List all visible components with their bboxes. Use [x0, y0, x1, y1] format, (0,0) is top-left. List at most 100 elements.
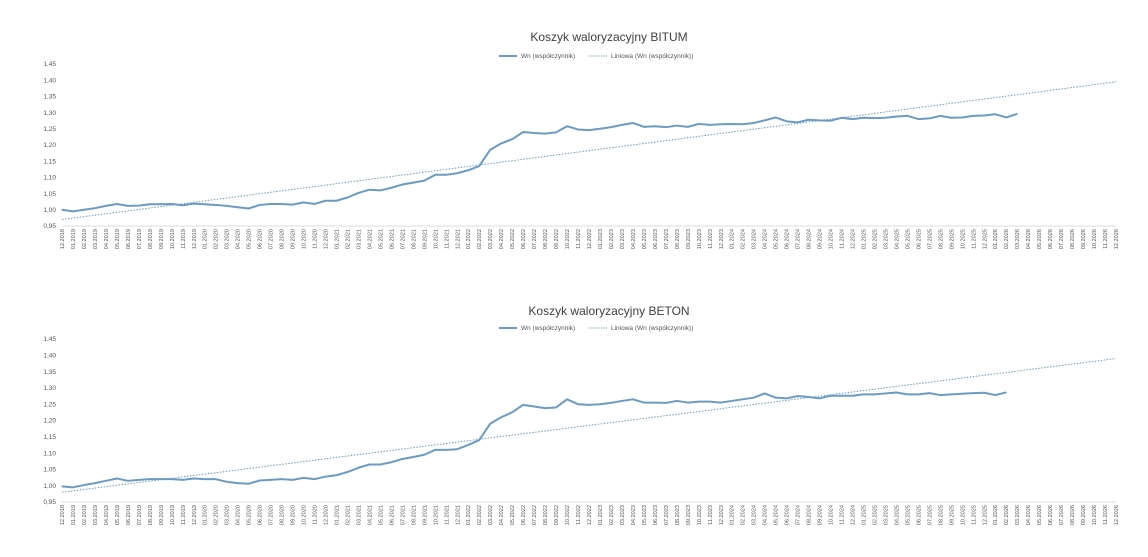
x-tick-label: 12.2018 — [60, 229, 66, 249]
series-point — [851, 118, 854, 120]
x-tick-label: 11.2019 — [181, 229, 187, 249]
series-point — [467, 169, 469, 171]
x-tick-label: 06.2020 — [258, 229, 264, 249]
x-tick-label: 09.2019 — [159, 505, 165, 525]
legend-trend-label: Liniowa (Wn (współczynnik)) — [611, 325, 693, 332]
x-tick-label: 04.2026 — [1026, 505, 1032, 525]
x-tick-label: 04.2021 — [367, 229, 373, 249]
x-tick-label: 11.2023 — [708, 505, 714, 525]
series-point — [379, 463, 381, 466]
x-tick-label: 07.2019 — [137, 229, 143, 249]
y-tick-label: 1,10 — [43, 175, 56, 182]
series-point — [423, 180, 425, 182]
x-tick-label: 12.2020 — [324, 505, 330, 525]
x-tick-label: 10.2019 — [170, 229, 176, 249]
series-point — [961, 393, 963, 395]
series-point — [720, 401, 722, 404]
x-tick-label: 01.2020 — [203, 505, 209, 525]
series-point — [895, 115, 898, 118]
series-point — [775, 116, 777, 119]
series-point — [720, 123, 722, 125]
series-point — [500, 142, 502, 144]
x-tick-label: 04.2026 — [1026, 229, 1032, 249]
series-point — [412, 456, 414, 458]
x-tick-label: 08.2023 — [675, 229, 681, 249]
series-point — [171, 203, 173, 205]
x-tick-label: 03.2019 — [93, 505, 99, 525]
x-tick-label: 05.2021 — [378, 505, 384, 525]
y-tick-label: 1,45 — [43, 61, 56, 68]
trend-line — [61, 81, 1117, 221]
series-point — [610, 402, 612, 404]
series-point — [445, 174, 447, 176]
x-tick-label: 12.2026 — [1114, 229, 1120, 249]
x-tick-label: 05.2022 — [510, 505, 516, 525]
series-point — [555, 406, 557, 409]
x-tick-label: 10.2024 — [829, 505, 835, 525]
x-tick-label: 09.2020 — [291, 229, 297, 249]
y-tick-label: 1,30 — [43, 110, 56, 117]
series-point — [72, 210, 74, 213]
x-tick-label: 11.2026 — [1103, 229, 1109, 249]
series-point — [160, 203, 162, 205]
legend: Wn (współczynnik) Liniowa (Wn (współczynn… — [499, 325, 693, 332]
series-point — [764, 119, 766, 121]
series-point — [127, 480, 129, 482]
series-point — [423, 454, 425, 456]
series-point — [489, 149, 491, 151]
x-tick-label: 03.2026 — [1015, 229, 1021, 249]
series-point — [643, 126, 645, 128]
x-tick-label: 06.2026 — [1048, 505, 1054, 525]
x-tick-label: 08.2021 — [411, 505, 417, 525]
series-point — [917, 118, 919, 120]
x-tick-label: 06.2022 — [521, 229, 527, 249]
x-tick-label: 09.2022 — [554, 505, 560, 525]
series-point — [687, 126, 689, 128]
x-tick-label: 09.2023 — [686, 229, 692, 249]
x-tick-label: 11.2021 — [444, 505, 450, 525]
x-tick-label: 10.2023 — [697, 505, 703, 525]
series-point — [786, 120, 788, 122]
x-tick-label: 05.2026 — [1037, 505, 1043, 525]
x-tick-label: 02.2025 — [872, 505, 878, 525]
series-point — [906, 115, 908, 117]
series-point — [807, 119, 810, 121]
chart-title: Koszyk waloryzacyjny BETON — [528, 304, 689, 318]
x-tick-label: 10.2023 — [697, 229, 703, 249]
series-point — [786, 397, 788, 399]
x-tick-label: 07.2022 — [532, 229, 538, 249]
series-point — [643, 401, 645, 404]
x-tick-label: 05.2019 — [115, 505, 121, 525]
x-tick-label: 08.2025 — [938, 229, 944, 249]
series-point — [840, 117, 843, 119]
series-point — [313, 478, 316, 480]
series-point — [105, 480, 107, 482]
x-tick-label: 03.2023 — [620, 229, 626, 249]
x-tick-label: 03.2022 — [488, 229, 494, 249]
x-tick-label: 02.2019 — [82, 229, 88, 249]
legend: Wn (współczynnik) Liniowa (Wn (współczynn… — [499, 53, 693, 60]
series-point — [511, 138, 513, 140]
series-point — [138, 204, 140, 207]
y-tick-label: 1,20 — [43, 418, 56, 425]
series-point — [972, 392, 974, 394]
series-point — [632, 398, 634, 400]
x-tick-label: 12.2022 — [587, 229, 593, 249]
series-point — [313, 203, 316, 205]
series-point — [291, 204, 294, 206]
series-point — [94, 207, 96, 209]
series-point — [302, 201, 305, 203]
series-point — [226, 205, 228, 207]
x-tick-label: 08.2020 — [280, 229, 286, 249]
x-tick-label: 08.2024 — [807, 505, 813, 525]
series-point — [983, 392, 985, 394]
series-point — [1005, 391, 1007, 394]
series-point — [94, 482, 96, 484]
series-point — [566, 125, 568, 127]
x-tick-label: 11.2020 — [313, 505, 319, 525]
x-tick-label: 02.2021 — [345, 229, 351, 249]
y-tick-label: 0,95 — [43, 499, 56, 506]
x-tick-label: 06.2024 — [785, 505, 791, 525]
x-tick-label: 03.2021 — [356, 229, 362, 249]
